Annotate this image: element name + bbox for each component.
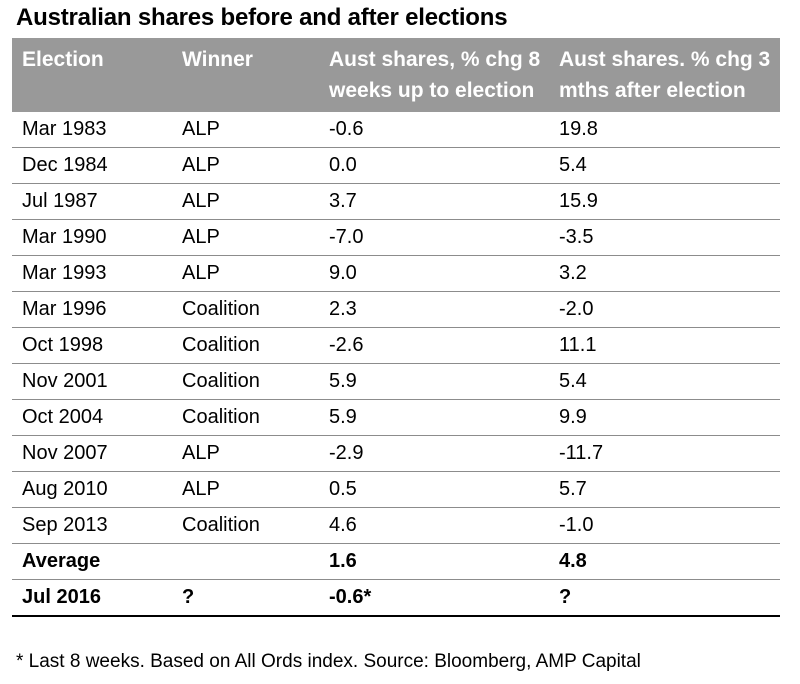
table-row: Oct 2004 Coalition 5.9 9.9 <box>12 399 780 436</box>
election-cell: Oct 1998 <box>12 327 172 364</box>
election-cell: Oct 2004 <box>12 399 172 436</box>
election-cell: Nov 2007 <box>12 435 172 472</box>
average-after: 4.8 <box>549 543 780 580</box>
current-before: -0.6* <box>319 579 549 617</box>
table-body: Mar 1983 ALP -0.6 19.8 Dec 1984 ALP 0.0 5.4 Jul … <box>12 112 780 617</box>
after-cell: 19.8 <box>549 112 780 148</box>
winner-cell: ALP <box>172 435 319 472</box>
winner-cell: ALP <box>172 183 319 220</box>
before-cell: -2.6 <box>319 327 549 364</box>
elections-table: Election Winner Aust shares, % chg 8 wee… <box>12 38 780 617</box>
before-cell: -7.0 <box>319 219 549 256</box>
after-cell: 3.2 <box>549 255 780 292</box>
table-row: Oct 1998 Coalition -2.6 11.1 <box>12 327 780 364</box>
before-cell: 2.3 <box>319 291 549 328</box>
average-winner <box>172 543 319 580</box>
after-cell: 5.7 <box>549 471 780 508</box>
header-row: Election Winner Aust shares, % chg 8 wee… <box>12 38 780 112</box>
average-label: Average <box>12 543 172 580</box>
table-row: Sep 2013 Coalition 4.6 -1.0 <box>12 507 780 544</box>
winner-cell: ALP <box>172 219 319 256</box>
election-cell: Mar 1996 <box>12 291 172 328</box>
winner-cell: Coalition <box>172 363 319 400</box>
winner-cell: Coalition <box>172 327 319 364</box>
before-cell: 0.5 <box>319 471 549 508</box>
before-cell: -2.9 <box>319 435 549 472</box>
winner-cell: ALP <box>172 147 319 184</box>
election-cell: Dec 1984 <box>12 147 172 184</box>
table-row: Aug 2010 ALP 0.5 5.7 <box>12 471 780 508</box>
after-cell: -3.5 <box>549 219 780 256</box>
table-row: Dec 1984 ALP 0.0 5.4 <box>12 147 780 184</box>
winner-cell: ALP <box>172 255 319 292</box>
header-winner: Winner <box>172 38 319 112</box>
header-election: Election <box>12 38 172 112</box>
after-cell: 11.1 <box>549 327 780 364</box>
after-cell: 9.9 <box>549 399 780 436</box>
before-cell: 9.0 <box>319 255 549 292</box>
after-cell: -11.7 <box>549 435 780 472</box>
current-row: Jul 2016 ? -0.6* ? <box>12 579 780 617</box>
table-row: Mar 1996 Coalition 2.3 -2.0 <box>12 291 780 328</box>
before-cell: 5.9 <box>319 363 549 400</box>
current-after: ? <box>549 579 780 617</box>
election-cell: Sep 2013 <box>12 507 172 544</box>
winner-cell: ALP <box>172 112 319 148</box>
after-cell: 5.4 <box>549 363 780 400</box>
winner-cell: ALP <box>172 471 319 508</box>
table-row: Jul 1987 ALP 3.7 15.9 <box>12 183 780 220</box>
average-row: Average 1.6 4.8 <box>12 543 780 580</box>
table-row: Mar 1993 ALP 9.0 3.2 <box>12 255 780 292</box>
election-cell: Mar 1983 <box>12 112 172 148</box>
before-cell: 0.0 <box>319 147 549 184</box>
before-cell: 5.9 <box>319 399 549 436</box>
winner-cell: Coalition <box>172 507 319 544</box>
election-cell: Aug 2010 <box>12 471 172 508</box>
election-cell: Jul 1987 <box>12 183 172 220</box>
header-after-election: Aust shares. % chg 3 mths after election <box>549 38 780 112</box>
winner-cell: Coalition <box>172 399 319 436</box>
after-cell: -2.0 <box>549 291 780 328</box>
average-before: 1.6 <box>319 543 549 580</box>
after-cell: 5.4 <box>549 147 780 184</box>
before-cell: 3.7 <box>319 183 549 220</box>
election-cell: Mar 1990 <box>12 219 172 256</box>
election-cell: Mar 1993 <box>12 255 172 292</box>
after-cell: 15.9 <box>549 183 780 220</box>
after-cell: -1.0 <box>549 507 780 544</box>
table-row: Nov 2001 Coalition 5.9 5.4 <box>12 363 780 400</box>
current-winner: ? <box>172 579 319 617</box>
table-row: Nov 2007 ALP -2.9 -11.7 <box>12 435 780 472</box>
election-cell: Nov 2001 <box>12 363 172 400</box>
before-cell: 4.6 <box>319 507 549 544</box>
before-cell: -0.6 <box>319 112 549 148</box>
current-election: Jul 2016 <box>12 579 172 617</box>
table-row: Mar 1990 ALP -7.0 -3.5 <box>12 219 780 256</box>
table-title: Australian shares before and after elect… <box>16 4 508 31</box>
header-before-election: Aust shares, % chg 8 weeks up to electio… <box>319 38 549 112</box>
table-row: Mar 1983 ALP -0.6 19.8 <box>12 112 780 148</box>
footnote: * Last 8 weeks. Based on All Ords index.… <box>16 651 641 672</box>
winner-cell: Coalition <box>172 291 319 328</box>
